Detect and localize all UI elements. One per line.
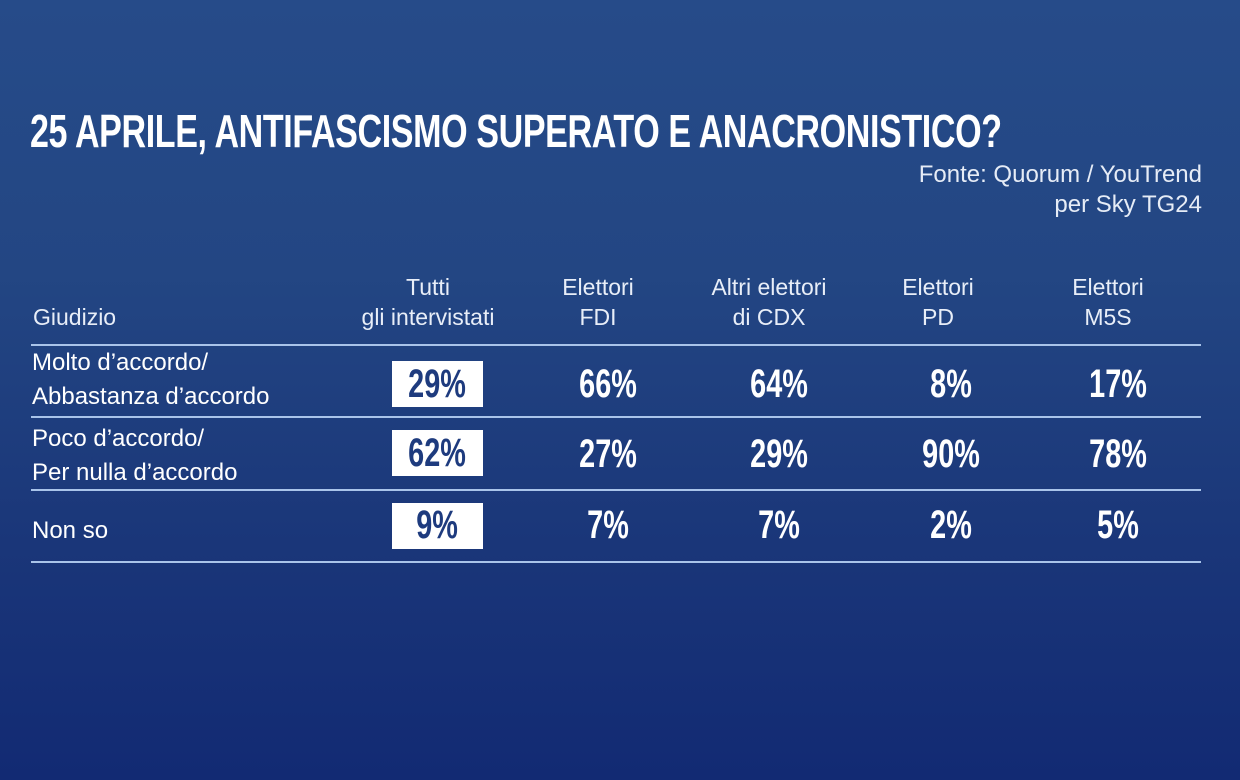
column-header-line1: Tutti <box>406 274 450 300</box>
column-header-m5s: Elettori M5S <box>1038 272 1178 332</box>
cell-value: 17% <box>1089 362 1147 406</box>
cell-value-highlighted: 29% <box>408 362 466 406</box>
row-label-agree: Molto d’accordo/ Abbastanza d’accordo <box>32 346 270 414</box>
cell-value: 2% <box>930 503 972 547</box>
row-label-line1: Molto d’accordo/ <box>32 349 209 376</box>
column-header-label: Giudizio <box>33 304 117 330</box>
highlight-box <box>392 361 483 407</box>
cell-value: 7% <box>758 503 800 547</box>
header-divider <box>31 344 1201 346</box>
cell-value: 29% <box>750 432 808 476</box>
column-header-line2: PD <box>922 304 954 330</box>
column-header-tutti: Tutti gli intervistati <box>338 272 518 332</box>
row-divider <box>31 416 1201 418</box>
table-bottom-divider <box>31 561 1201 563</box>
cell-value-highlighted: 9% <box>416 503 458 547</box>
column-header-line2: di CDX <box>732 304 806 330</box>
cell-value: 66% <box>579 362 637 406</box>
source-line-1: Fonte: Quorum / YouTrend <box>918 161 1202 188</box>
cell-value: 7% <box>587 503 629 547</box>
source-line-2: per Sky TG24 <box>1054 191 1202 218</box>
column-header-pd: Elettori PD <box>868 272 1008 332</box>
column-header-line1: Elettori <box>1072 274 1144 300</box>
cell-value-highlighted: 62% <box>408 431 466 475</box>
row-label-line2: Per nulla d’accordo <box>32 459 238 486</box>
highlight-box <box>392 503 483 549</box>
column-header-line1: Elettori <box>902 274 974 300</box>
column-header-line1: Elettori <box>562 274 634 300</box>
column-header-cdx: Altri elettori di CDX <box>684 272 854 332</box>
column-header-fdi: Elettori FDI <box>528 272 668 332</box>
cell-value: 27% <box>579 432 637 476</box>
column-header-line2: gli intervistati <box>361 304 495 330</box>
column-header-line2: M5S <box>1084 304 1132 330</box>
cell-value: 8% <box>930 362 972 406</box>
column-header-line2: FDI <box>579 304 617 330</box>
row-label-line2: Abbastanza d’accordo <box>32 383 270 410</box>
row-label-dont-know: Non so <box>32 514 108 548</box>
column-header-giudizio: Giudizio <box>33 302 116 332</box>
row-label-disagree: Poco d’accordo/ Per nulla d’accordo <box>32 422 237 490</box>
cell-value: 78% <box>1089 432 1147 476</box>
source-credit: Fonte: Quorum / YouTrend per Sky TG24 <box>919 160 1202 220</box>
column-header-line1: Altri elettori <box>711 274 827 300</box>
page-title: 25 APRILE, ANTIFASCISMO SUPERATO E ANACR… <box>30 105 1002 157</box>
cell-value: 5% <box>1097 503 1139 547</box>
row-label-line1: Non so <box>32 517 109 544</box>
highlight-box <box>392 430 483 476</box>
row-label-line1: Poco d’accordo/ <box>32 425 205 452</box>
cell-value: 64% <box>750 362 808 406</box>
row-divider <box>31 489 1201 491</box>
cell-value: 90% <box>922 432 980 476</box>
